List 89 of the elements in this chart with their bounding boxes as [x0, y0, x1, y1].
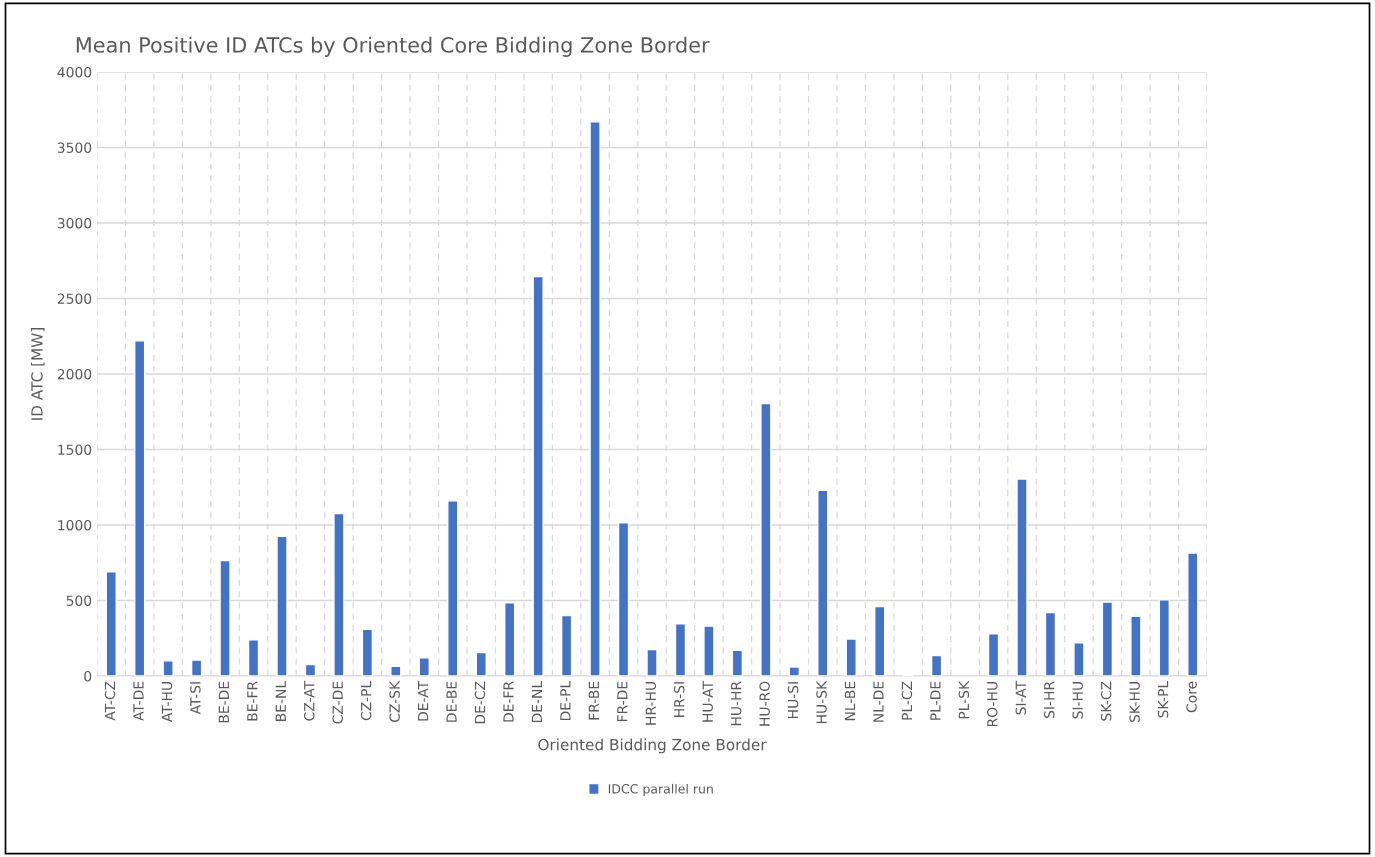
x-tick-label: PL-DE: [930, 681, 941, 720]
x-tick-label: DE-FR: [503, 681, 514, 722]
y-axis-title: ID ATC [MW]: [30, 328, 45, 420]
y-tick-label: 1500: [58, 444, 92, 455]
bar: [447, 500, 459, 676]
x-tick-label: AT-CZ: [104, 681, 116, 721]
bar: [617, 522, 630, 676]
bar: [987, 633, 1000, 676]
y-tick-label: 500: [66, 595, 92, 606]
x-tick-label: DE-BE: [446, 681, 457, 722]
x-tick-label: PL-CZ: [901, 681, 913, 720]
x-tick-label: CZ-DE: [332, 681, 343, 724]
x-tick-label: SI-AT: [1015, 680, 1027, 715]
bar: [589, 121, 601, 676]
bar: [1016, 478, 1028, 676]
y-tick-label: 4000: [57, 66, 92, 78]
x-tick-label: CZ-SK: [389, 680, 400, 722]
x-tick-label: HU-SI: [787, 682, 799, 719]
x-tick-label: SI-HU: [1072, 682, 1083, 719]
x-tick-label: HU-SK: [816, 680, 827, 724]
x-tick-label: SI-HR: [1043, 681, 1055, 718]
bar: [1101, 601, 1114, 676]
bar: [1044, 611, 1057, 676]
x-tick-label: FR-BE: [588, 681, 599, 720]
chart-title: Mean Positive ID ATCs by Oriented Core Bidding Zone Border: [76, 36, 710, 57]
bar: [788, 666, 800, 676]
bar: [532, 275, 544, 676]
x-tick-label: SK-HU: [1129, 682, 1140, 723]
bar: [560, 614, 573, 676]
y-tick-label: 2000: [57, 368, 92, 380]
x-tick-label: DE-CZ: [474, 681, 486, 724]
bar: [674, 623, 687, 676]
bar: [475, 651, 487, 676]
x-tick-label: HR-SI: [673, 682, 685, 717]
bar: [874, 605, 886, 676]
bar: [105, 571, 117, 676]
x-tick-label: CZ-PL: [360, 680, 372, 721]
x-tick-label: SK-PL: [1157, 680, 1169, 718]
bar: [646, 648, 658, 676]
bar: [134, 340, 146, 676]
bar: [760, 402, 772, 676]
x-tick-label: AT-DE: [133, 681, 144, 721]
bar: [418, 657, 430, 676]
bar: [504, 602, 516, 676]
x-tick-label: DE-AT: [418, 680, 429, 721]
x-tick-label: DE-NL: [531, 680, 542, 723]
x-tick-label: CZ-AT: [303, 680, 315, 721]
x-axis-title: Oriented Bidding Zone Border: [538, 738, 767, 754]
bar: [190, 659, 203, 676]
x-tick-label: Core: [1186, 681, 1197, 713]
bar: [333, 512, 345, 676]
bar: [247, 639, 260, 676]
x-tick-label: HR-HU: [645, 682, 657, 725]
bar: [1130, 615, 1142, 676]
x-tick-label: NL-BE: [844, 681, 856, 721]
x-tick-label: SK-CZ: [1100, 681, 1112, 721]
y-tick-label: 1000: [58, 519, 92, 531]
x-tick-label: HU-HR: [731, 681, 742, 726]
bar: [361, 628, 374, 676]
bar: [390, 665, 402, 676]
x-tick-label: RO-HU: [987, 682, 998, 727]
bar: [162, 660, 174, 676]
bar: [817, 489, 829, 676]
bar: [304, 663, 317, 676]
bar: [845, 638, 857, 676]
bar: [276, 535, 288, 676]
x-tick-label: AT-SI: [190, 682, 201, 715]
x-tick-label: FR-DE: [617, 681, 628, 722]
bar: [1158, 599, 1170, 676]
x-tick-label: PL-SK: [958, 680, 970, 719]
bar: [703, 625, 715, 676]
x-tick-label: BE-FR: [247, 681, 258, 721]
x-tick-label: BE-DE: [218, 681, 229, 723]
y-tick-label: 0: [84, 670, 92, 682]
x-tick-label: NL-DE: [873, 681, 884, 722]
x-tick-label: AT-HU: [161, 682, 173, 723]
y-tick-label: 3000: [57, 217, 92, 229]
x-tick-label: HU-RO: [759, 681, 770, 726]
x-tick-label: HU-AT: [702, 680, 713, 722]
bar: [219, 559, 231, 676]
bar: [1187, 552, 1199, 676]
x-tick-label: BE-NL: [275, 680, 286, 721]
bar: [731, 649, 744, 676]
legend-label: IDCC parallel run: [608, 783, 713, 796]
x-tick-label: DE-PL: [560, 680, 571, 721]
bar: [1073, 642, 1085, 676]
y-tick-label: 2500: [57, 293, 92, 304]
bar: [930, 654, 943, 676]
y-tick-label: 3500: [57, 142, 92, 153]
